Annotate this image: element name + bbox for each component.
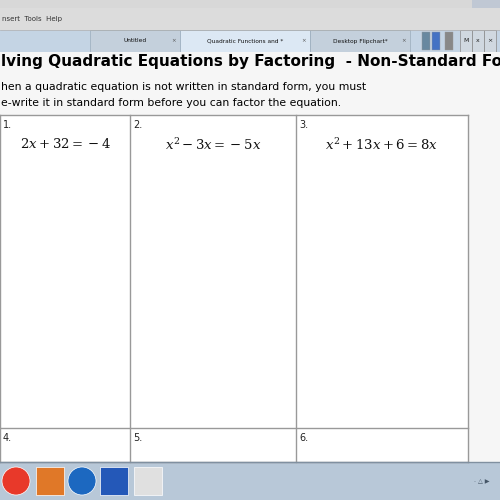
- Text: · △ ▶: · △ ▶: [474, 478, 490, 484]
- Bar: [432, 32, 440, 50]
- Text: 6.: 6.: [299, 433, 308, 443]
- Text: $x^2 + 13x + 6 = 8x$: $x^2 + 13x + 6 = 8x$: [326, 137, 438, 153]
- Text: lving Quadratic Equations by Factoring  - Non-Standard Form: lving Quadratic Equations by Factoring -…: [1, 54, 500, 69]
- Bar: [0, 115, 468, 462]
- Bar: [36, 467, 64, 495]
- Text: $2x + 32 = -4$: $2x + 32 = -4$: [20, 137, 110, 151]
- Bar: [460, 30, 472, 52]
- Bar: [0, 8, 500, 30]
- Bar: [445, 32, 453, 50]
- Circle shape: [68, 467, 96, 495]
- Text: 1.: 1.: [3, 120, 12, 130]
- Bar: [484, 30, 496, 52]
- Text: 3.: 3.: [299, 120, 308, 130]
- Bar: [472, 0, 500, 8]
- Text: 4.: 4.: [3, 433, 12, 443]
- Text: Desktop Flipchart*: Desktop Flipchart*: [332, 38, 388, 44]
- Circle shape: [2, 467, 30, 495]
- Text: x: x: [476, 38, 480, 44]
- Bar: [472, 30, 484, 52]
- Text: ×: ×: [402, 38, 406, 44]
- Bar: [0, 462, 500, 500]
- Text: Quadratic Functions and *: Quadratic Functions and *: [207, 38, 283, 44]
- Text: ×: ×: [488, 38, 492, 44]
- Bar: [180, 30, 310, 52]
- Text: $x^2 - 3x = -5x$: $x^2 - 3x = -5x$: [165, 137, 261, 153]
- Bar: [0, 0, 500, 8]
- Bar: [100, 467, 128, 495]
- Text: 5.: 5.: [133, 433, 142, 443]
- Text: e-write it in standard form before you can factor the equation.: e-write it in standard form before you c…: [1, 98, 341, 108]
- Text: Untitled: Untitled: [124, 38, 146, 44]
- Bar: [134, 467, 162, 495]
- Text: nsert  Tools  Help: nsert Tools Help: [2, 16, 62, 22]
- Text: 2.: 2.: [133, 120, 142, 130]
- Bar: [310, 30, 410, 52]
- Text: ×: ×: [302, 38, 306, 44]
- Bar: [0, 30, 500, 52]
- Bar: [90, 30, 180, 52]
- Text: hen a quadratic equation is not written in standard form, you must: hen a quadratic equation is not written …: [1, 82, 366, 92]
- Text: M: M: [464, 38, 468, 44]
- Bar: [420, 30, 460, 52]
- Bar: [0, 52, 500, 462]
- Text: ×: ×: [172, 38, 176, 44]
- Bar: [422, 32, 430, 50]
